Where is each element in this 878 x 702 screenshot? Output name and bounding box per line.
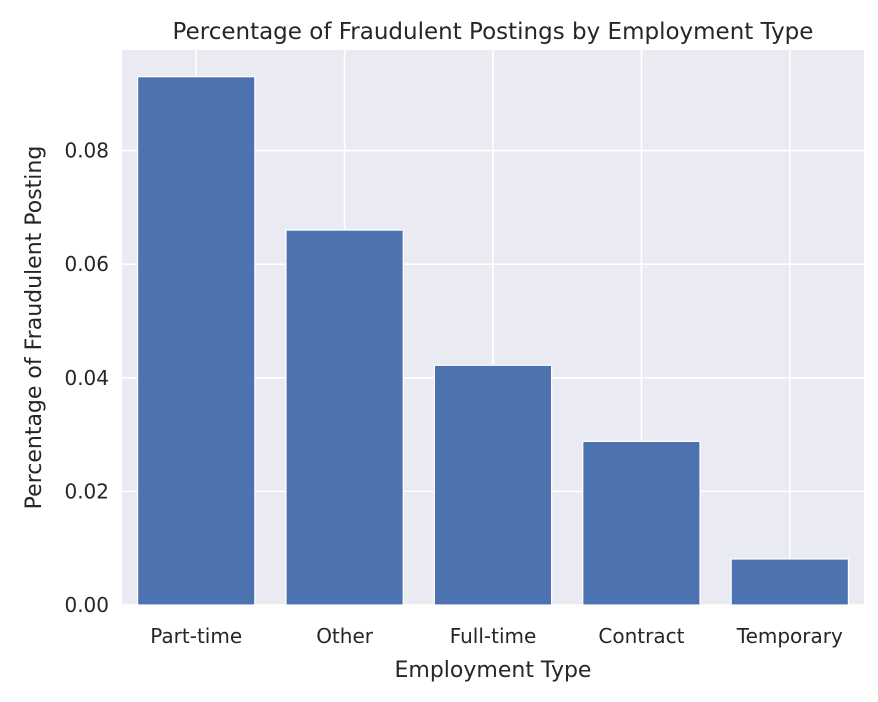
chart-title: Percentage of Fraudulent Postings by Emp… [173, 19, 814, 45]
x-tick-label: Temporary [736, 624, 843, 648]
y-tick-label: 0.02 [64, 479, 109, 503]
y-tick-label: 0.08 [64, 139, 109, 163]
bar-part-time [136, 76, 256, 606]
y-tick-label: 0.04 [64, 366, 109, 390]
bar-full-time [433, 364, 553, 606]
x-axis-label: Employment Type [395, 658, 592, 683]
bar-contract [582, 440, 701, 606]
x-tick-label: Other [316, 624, 374, 648]
x-tick-label: Contract [598, 624, 684, 648]
x-tick-labels: Part-time Other Full-time Contract Temporary [150, 624, 843, 648]
bar-temporary [730, 558, 850, 606]
bar-other [285, 229, 404, 606]
y-tick-label: 0.06 [64, 252, 109, 276]
y-tick-label: 0.00 [64, 593, 109, 617]
x-tick-label: Full-time [450, 624, 537, 648]
y-tick-labels: 0.00 0.02 0.04 0.06 0.08 [64, 139, 109, 617]
x-tick-label: Part-time [150, 624, 242, 648]
bars [136, 76, 850, 606]
y-axis-label: Percentage of Fraudulent Posting [22, 146, 47, 510]
